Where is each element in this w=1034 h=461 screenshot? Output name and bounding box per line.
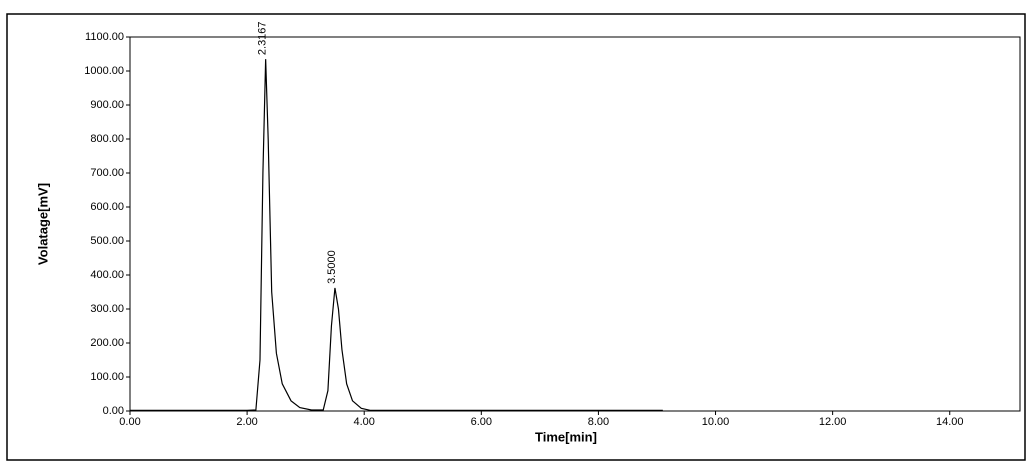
frame [6, 13, 1026, 461]
y-tick-label: 600.00 [90, 201, 124, 213]
chromatogram-line [130, 59, 663, 411]
y-tick-label: 900.00 [90, 99, 124, 111]
y-tick-label: 400.00 [90, 269, 124, 281]
x-tick-label: 8.00 [588, 416, 609, 428]
y-tick-label: 1000.00 [84, 65, 124, 77]
x-tick-label: 12.00 [819, 416, 847, 428]
peak-label: 2.3167 [257, 21, 269, 55]
x-tick-label: 4.00 [353, 416, 374, 428]
y-tick-label: 800.00 [90, 133, 124, 145]
y-axis-title: Volatage[mV] [35, 183, 50, 265]
y-tick-label: 200.00 [90, 337, 124, 349]
y-tick-label: 300.00 [90, 303, 124, 315]
y-tick-label: 100.00 [90, 371, 124, 383]
x-tick-label: 2.00 [236, 416, 257, 428]
y-tick-label: 0.00 [103, 405, 124, 417]
x-tick-label: 6.00 [471, 416, 492, 428]
x-tick-label: 0.00 [119, 416, 140, 428]
plot-area [129, 36, 1021, 412]
y-tick-label: 1100.00 [85, 31, 124, 43]
x-tick-label: 10.00 [702, 416, 730, 428]
y-tick-label: 500.00 [90, 235, 124, 247]
x-tick-label: 14.00 [936, 416, 964, 428]
peak-label: 3.5000 [326, 250, 338, 284]
y-tick-label: 700.00 [90, 167, 124, 179]
x-axis-title: Time[min] [535, 429, 597, 444]
